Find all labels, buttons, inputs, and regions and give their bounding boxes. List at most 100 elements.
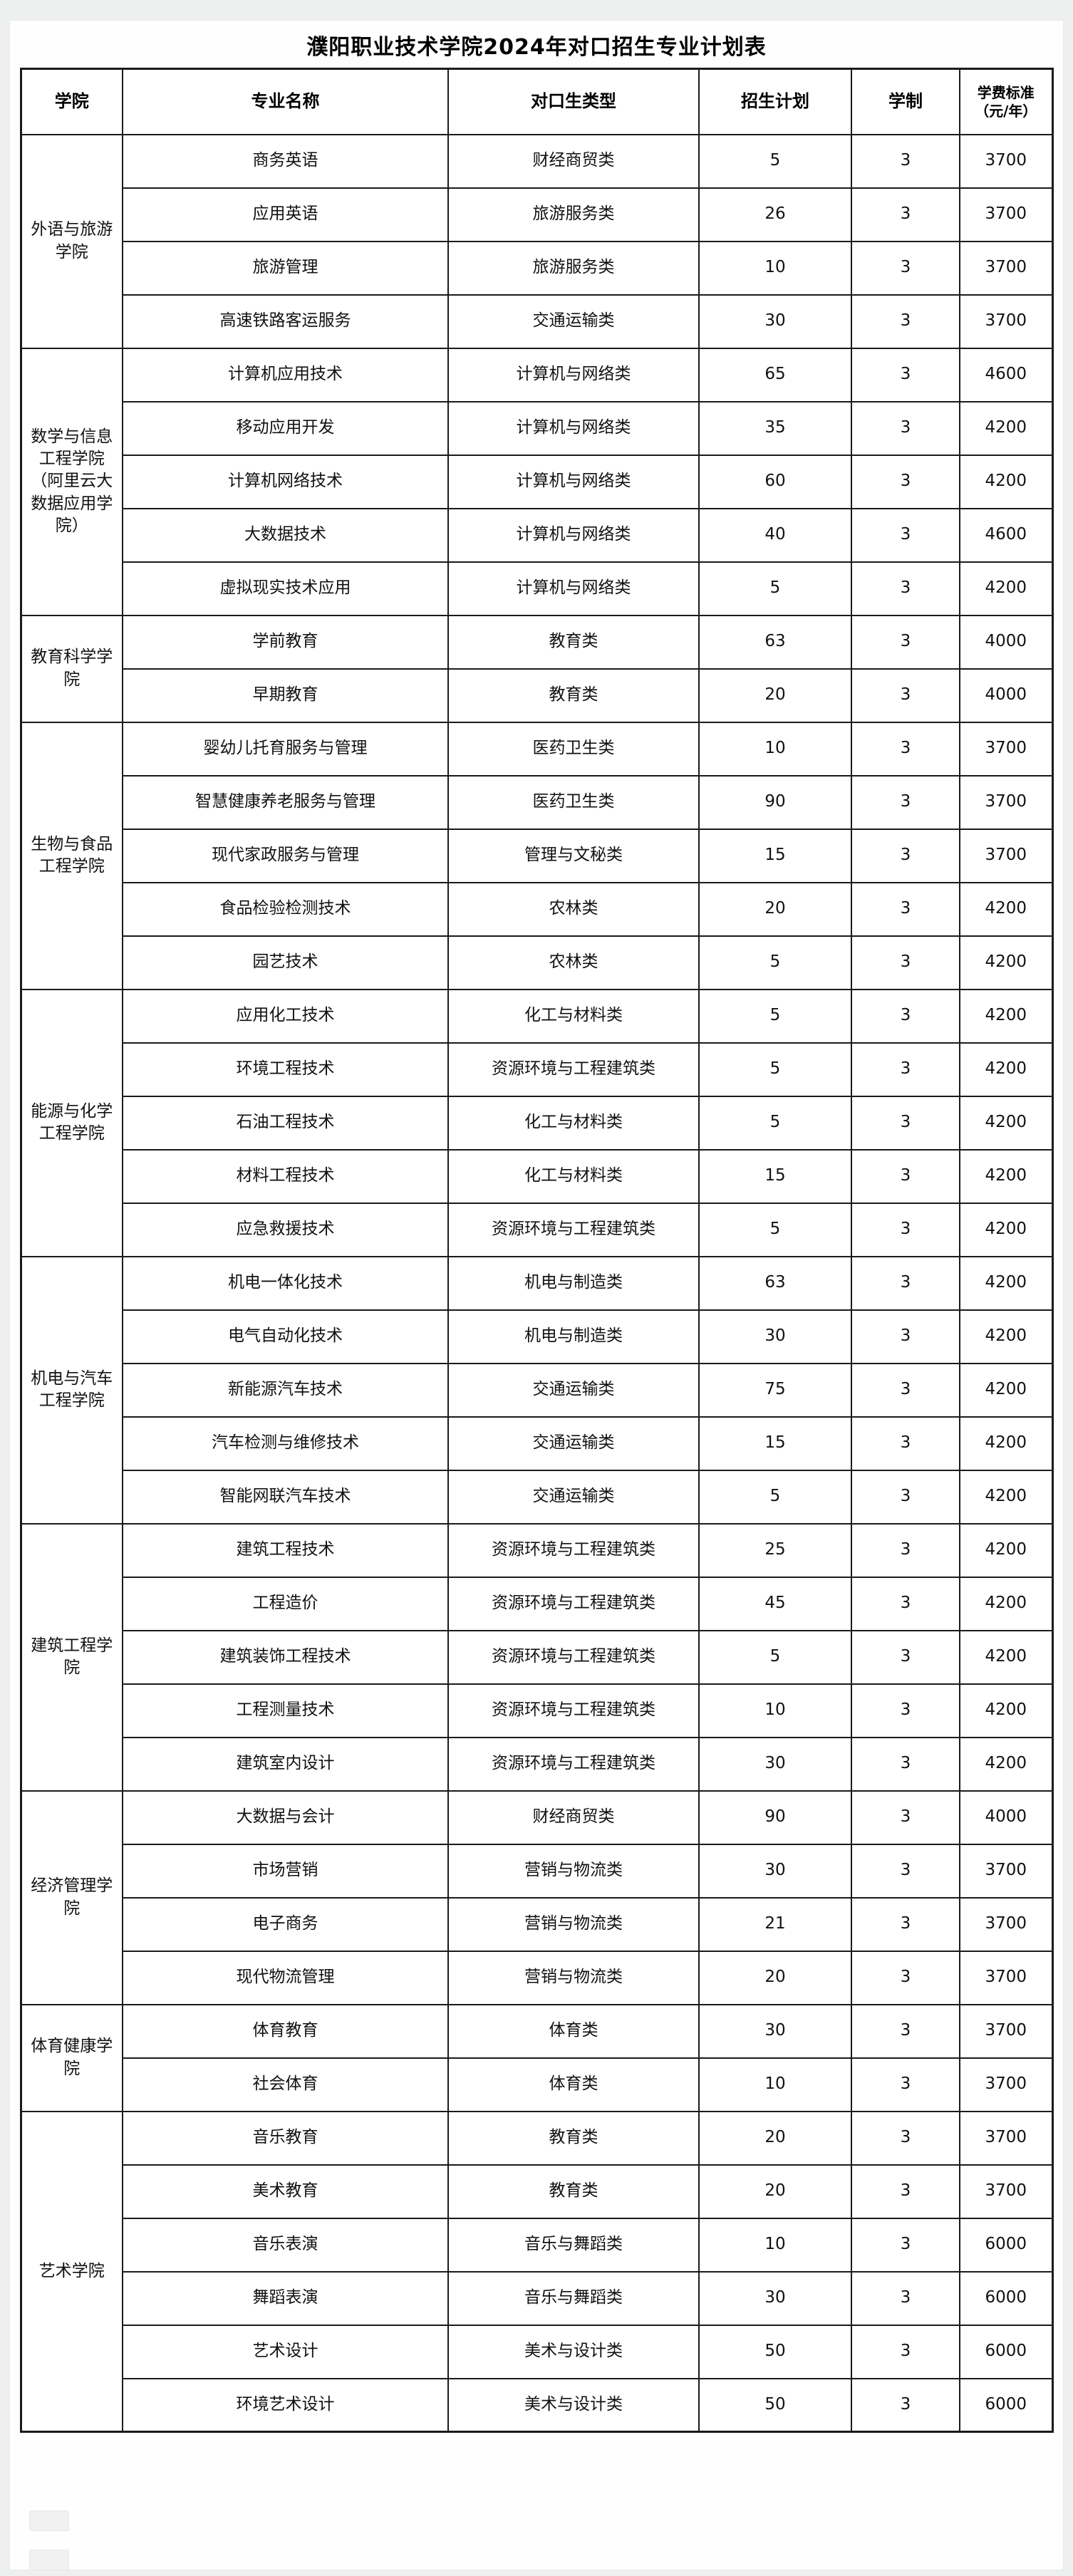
- tuition-cell: 4200: [959, 988, 1053, 1044]
- enrollment-plan-cell: 20: [698, 881, 852, 937]
- enrollment-plan-cell: 90: [698, 1790, 852, 1845]
- tuition-cell: 3700: [959, 133, 1053, 189]
- tuition-cell: 4000: [959, 1790, 1053, 1845]
- college-name-cell: 艺术学院: [20, 2110, 123, 2433]
- tuition-cell: 3700: [959, 240, 1053, 296]
- major-name-cell: 工程测量技术: [122, 1683, 449, 1738]
- enrollment-plan-cell: 45: [698, 1576, 852, 1631]
- student-type-cell: 机电与制造类: [447, 1309, 700, 1364]
- student-type-cell: 营销与物流类: [447, 1896, 700, 1952]
- table-row: 舞蹈表演 音乐与舞蹈类 30 3 6000: [21, 2270, 1053, 2326]
- major-name-cell: 环境艺术设计: [122, 2377, 449, 2433]
- student-type-cell: 旅游服务类: [447, 187, 700, 242]
- table-row: 音乐表演 音乐与舞蹈类 10 3 6000: [21, 2217, 1053, 2273]
- table-row: 生物与食品工程学院 婴幼儿托育服务与管理 医药卫生类 10 3 3700: [20, 721, 1053, 990]
- enrollment-plan-cell: 30: [698, 2003, 852, 2059]
- study-length-cell: 3: [851, 1629, 960, 1685]
- tuition-cell: 3700: [959, 2057, 1053, 2112]
- study-length-cell: 3: [851, 721, 960, 777]
- tuition-cell: 4200: [959, 561, 1053, 616]
- table-row: 应急救援技术 资源环境与工程建筑类 5 3 4200: [21, 1202, 1053, 1257]
- study-length-cell: 3: [851, 1095, 960, 1151]
- study-length-cell: 3: [851, 2377, 960, 2433]
- enrollment-plan-cell: 63: [698, 1255, 852, 1311]
- major-name-cell: 美术教育: [122, 2164, 449, 2219]
- study-length-cell: 3: [851, 454, 960, 509]
- major-name-cell: 应用英语: [122, 187, 449, 242]
- student-type-cell: 交通运输类: [447, 294, 700, 349]
- study-length-cell: 3: [851, 828, 960, 883]
- tuition-cell: 4200: [959, 1095, 1053, 1151]
- column-header: 学制: [851, 68, 960, 135]
- major-name-cell: 园艺技术: [122, 935, 449, 990]
- tuition-cell: 4000: [959, 614, 1053, 670]
- enrollment-plan-cell: 20: [698, 1950, 852, 2005]
- enrollment-plan-cell: 5: [698, 988, 852, 1044]
- student-type-cell: 旅游服务类: [447, 240, 700, 296]
- study-length-cell: 3: [851, 1683, 960, 1738]
- enrollment-plan-cell: 25: [698, 1522, 852, 1578]
- major-name-cell: 应急救援技术: [122, 1202, 449, 1257]
- table-row: 数学与信息工程学院（阿里云大数据应用学院） 计算机应用技术 计算机与网络类 65 3 46…: [20, 347, 1053, 616]
- study-length-cell: 3: [851, 1843, 960, 1899]
- study-length-cell: 3: [851, 2270, 960, 2326]
- college-name-cell: 建筑工程学院: [20, 1522, 123, 1792]
- study-length-cell: 3: [851, 1576, 960, 1631]
- major-name-cell: 应用化工技术: [122, 988, 449, 1044]
- study-length-cell: 3: [851, 187, 960, 242]
- tuition-cell: 4200: [959, 1522, 1053, 1578]
- tuition-cell: 4200: [959, 1202, 1053, 1257]
- college-name-cell: 经济管理学院: [20, 1790, 123, 2005]
- enrollment-plan-cell: 5: [698, 1095, 852, 1151]
- study-length-cell: 3: [851, 988, 960, 1044]
- tuition-cell: 3700: [959, 294, 1053, 349]
- tuition-cell: 3700: [959, 774, 1053, 830]
- tuition-cell: 4200: [959, 1362, 1053, 1418]
- table-row: 教育科学学院 学前教育 教育类 63 3 4000: [20, 614, 1053, 723]
- table-row: 应用英语 旅游服务类 26 3 3700: [21, 187, 1053, 242]
- enrollment-plan-cell: 10: [698, 2057, 852, 2112]
- study-length-cell: 3: [851, 561, 960, 616]
- enrollment-plan-cell: 50: [698, 2324, 852, 2379]
- table-row: 经济管理学院 大数据与会计 财经商贸类 90 3 4000: [20, 1790, 1053, 2005]
- major-name-cell: 市场营销: [122, 1843, 449, 1899]
- column-header: 学院: [20, 68, 123, 135]
- major-name-cell: 计算机网络技术: [122, 454, 449, 509]
- tuition-cell: 4600: [959, 507, 1053, 563]
- enrollment-plan-cell: 20: [698, 668, 852, 723]
- enrollment-plan-cell: 10: [698, 2217, 852, 2273]
- table-body: 外语与旅游学院 商务英语 财经商贸类 5 3 3700 应用英语 旅游服务类 26 3 3700 旅游…: [20, 133, 1053, 2433]
- major-name-cell: 材料工程技术: [122, 1148, 449, 1204]
- enrollment-plan-cell: 10: [698, 240, 852, 296]
- student-type-cell: 美术与设计类: [447, 2324, 700, 2379]
- major-name-cell: 电子商务: [122, 1896, 449, 1952]
- student-type-cell: 资源环境与工程建筑类: [447, 1683, 700, 1738]
- enrollment-plan-cell: 30: [698, 1843, 852, 1899]
- tuition-cell: 3700: [959, 1950, 1053, 2005]
- document-card: 濮阳职业技术学院2024年对口招生专业计划表 学院 专业名称 对口生类型 招生计划 学制…: [9, 20, 1064, 2570]
- study-length-cell: 3: [851, 2324, 960, 2379]
- student-type-cell: 管理与文秘类: [447, 828, 700, 883]
- tuition-cell: 4200: [959, 1416, 1053, 1471]
- study-length-cell: 3: [851, 2057, 960, 2112]
- column-header: 专业名称: [122, 68, 449, 135]
- study-length-cell: 3: [851, 881, 960, 937]
- major-name-cell: 新能源汽车技术: [122, 1362, 449, 1418]
- table-row: 高速铁路客运服务 交通运输类 30 3 3700: [21, 294, 1053, 349]
- study-length-cell: 3: [851, 614, 960, 670]
- student-type-cell: 美术与设计类: [447, 2377, 700, 2433]
- major-name-cell: 虚拟现实技术应用: [122, 561, 449, 616]
- student-type-cell: 交通运输类: [447, 1362, 700, 1418]
- student-type-cell: 教育类: [447, 614, 700, 670]
- tuition-cell: 3700: [959, 1896, 1053, 1952]
- student-type-cell: 化工与材料类: [447, 1148, 700, 1204]
- study-length-cell: 3: [851, 935, 960, 990]
- table-row: 市场营销 营销与物流类 30 3 3700: [21, 1843, 1053, 1899]
- student-type-cell: 医药卫生类: [447, 774, 700, 830]
- major-name-cell: 智能网联汽车技术: [122, 1469, 449, 1525]
- enrollment-plan-cell: 30: [698, 1309, 852, 1364]
- major-name-cell: 计算机应用技术: [122, 347, 449, 402]
- table-row: 电子商务 营销与物流类 21 3 3700: [21, 1896, 1053, 1952]
- student-type-cell: 交通运输类: [447, 1416, 700, 1471]
- student-type-cell: 音乐与舞蹈类: [447, 2217, 700, 2273]
